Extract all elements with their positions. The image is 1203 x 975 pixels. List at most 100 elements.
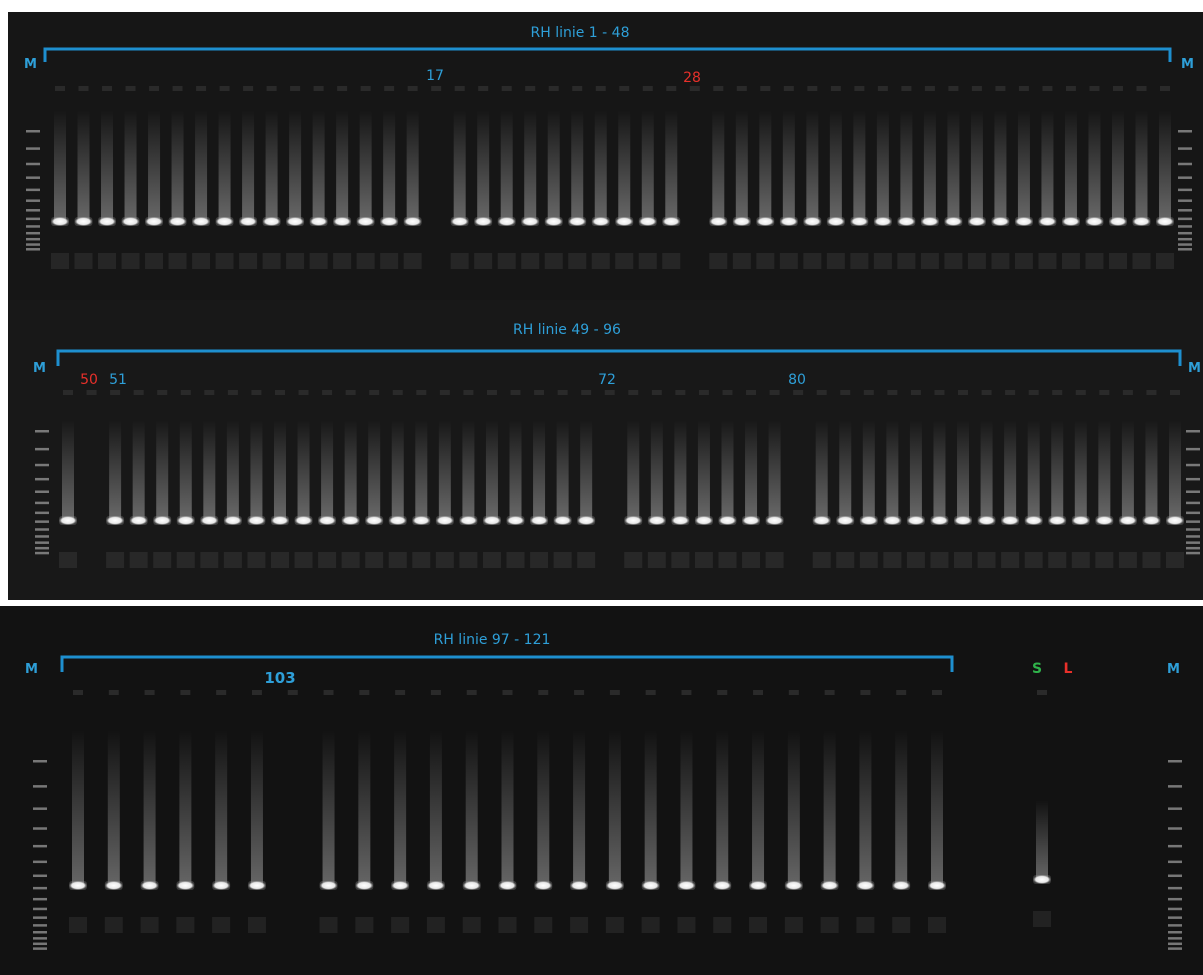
band	[404, 217, 422, 226]
smear	[1088, 110, 1100, 221]
smear	[298, 420, 310, 520]
primer-dimer	[1085, 253, 1103, 269]
primer-dimer	[263, 253, 281, 269]
band	[827, 217, 845, 226]
ladder-band	[33, 887, 47, 890]
ladder-band	[1186, 430, 1200, 433]
smear	[863, 420, 875, 520]
ladder-band	[1168, 947, 1182, 950]
well	[337, 86, 347, 91]
ladder-band	[26, 147, 40, 150]
ladder-band	[26, 176, 40, 179]
well	[275, 390, 285, 395]
band	[365, 516, 383, 525]
primer-dimer	[176, 917, 194, 933]
smear	[345, 420, 357, 520]
well	[581, 390, 591, 395]
smear	[900, 110, 912, 221]
well	[807, 86, 817, 91]
smear	[250, 420, 262, 520]
primer-dimer	[404, 253, 422, 269]
smear	[537, 730, 549, 885]
band	[968, 217, 986, 226]
well	[1076, 390, 1086, 395]
marker-label: M	[25, 662, 38, 677]
smear	[360, 110, 372, 221]
well	[1066, 86, 1076, 91]
band	[212, 881, 230, 890]
well	[681, 690, 691, 695]
ladder-band	[26, 199, 40, 202]
well	[180, 690, 190, 695]
well	[267, 86, 277, 91]
band	[713, 881, 731, 890]
band	[507, 516, 525, 525]
band	[813, 516, 831, 525]
primer-dimer	[1025, 552, 1043, 568]
smear	[886, 420, 898, 520]
ladder-band	[33, 760, 47, 763]
ladder-band	[33, 916, 47, 919]
band	[930, 516, 948, 525]
smear	[788, 730, 800, 885]
ladder-band	[1168, 807, 1182, 810]
primer-dimer	[930, 552, 948, 568]
primer-dimer	[662, 253, 680, 269]
primer-dimer	[247, 552, 265, 568]
band	[320, 881, 338, 890]
band	[176, 881, 194, 890]
ladder-band	[1168, 943, 1182, 946]
band	[534, 881, 552, 890]
smear	[1036, 800, 1048, 879]
ladder-band	[1178, 147, 1192, 150]
primer-dimer	[130, 552, 148, 568]
well	[1089, 86, 1099, 91]
band	[1095, 516, 1113, 525]
ladder-band	[35, 547, 49, 550]
smear	[1135, 110, 1147, 221]
band	[389, 516, 407, 525]
band	[709, 217, 727, 226]
primer-dimer	[991, 253, 1009, 269]
smear	[1122, 420, 1134, 520]
ladder-band	[1168, 760, 1182, 763]
band	[892, 881, 910, 890]
ladder-band	[26, 248, 40, 251]
well	[995, 86, 1005, 91]
well	[525, 86, 535, 91]
primer-dimer	[1001, 552, 1019, 568]
ladder-band	[35, 512, 49, 515]
ladder-band	[33, 875, 47, 878]
smear	[392, 420, 404, 520]
well	[549, 86, 559, 91]
primer-dimer	[897, 253, 915, 269]
well	[713, 86, 723, 91]
well	[251, 390, 261, 395]
primer-dimer	[892, 917, 910, 933]
ladder-band	[1178, 232, 1192, 235]
lane-label: 51	[109, 372, 127, 388]
primer-dimer	[907, 552, 925, 568]
primer-dimer	[145, 253, 163, 269]
well	[431, 690, 441, 695]
smear	[439, 420, 451, 520]
band	[821, 881, 839, 890]
smear	[877, 110, 889, 221]
well	[346, 390, 356, 395]
primer-dimer	[105, 917, 123, 933]
band	[286, 217, 304, 226]
primer-dimer	[451, 253, 469, 269]
smear	[227, 420, 239, 520]
ladder-band	[1168, 861, 1182, 864]
well	[173, 86, 183, 91]
band	[742, 516, 760, 525]
band	[239, 217, 257, 226]
band	[247, 516, 265, 525]
band	[695, 516, 713, 525]
smear	[769, 420, 781, 520]
band	[391, 881, 409, 890]
smear	[215, 730, 227, 885]
well	[1123, 390, 1133, 395]
ladder-band	[1186, 448, 1200, 451]
smear	[430, 730, 442, 885]
